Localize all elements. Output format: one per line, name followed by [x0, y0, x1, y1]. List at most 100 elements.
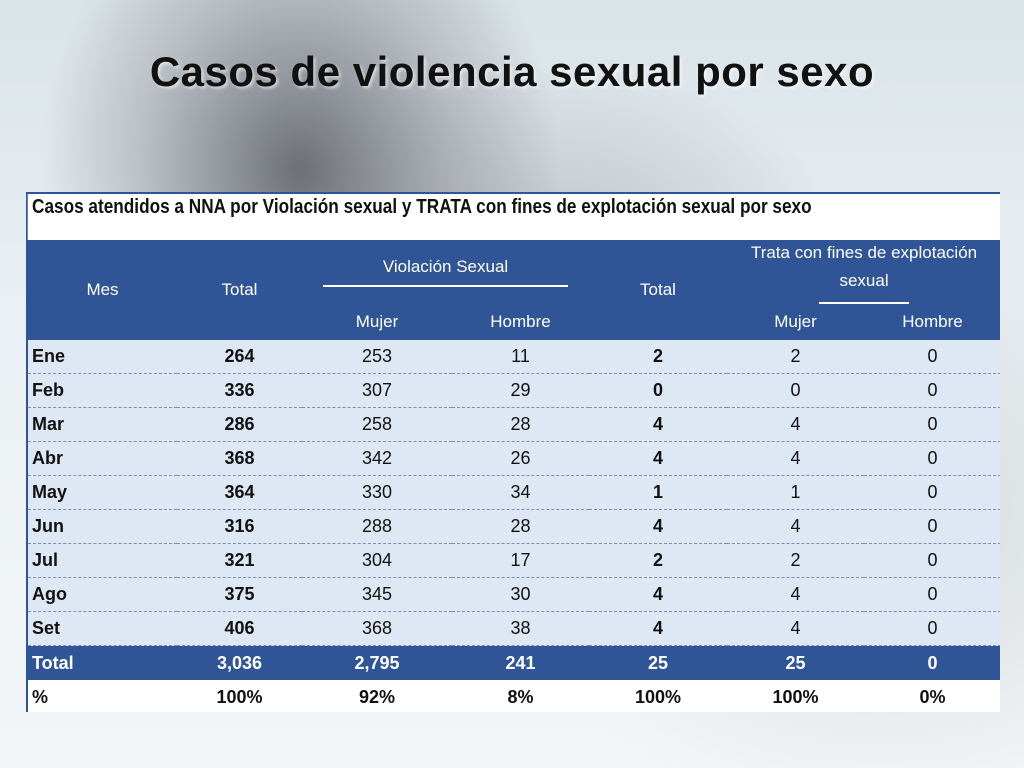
cell-tr-hombre: 0 — [864, 611, 1000, 646]
cell-vs-hombre: 11 — [452, 340, 590, 374]
table-row: Jul 321 304 17 2 2 0 — [26, 543, 1000, 578]
cell-vs-mujer: 345 — [302, 577, 452, 612]
cell-tr-hombre: 0 — [864, 441, 1000, 476]
cell-tr-hombre: 0 — [864, 407, 1000, 442]
cell-tr-mujer: 4 — [727, 577, 865, 612]
cell-tr-hombre: 0 — [864, 577, 1000, 612]
table-caption: Casos atendidos a NNA por Violación sexu… — [26, 192, 1000, 240]
cell-vs-hombre: 30 — [452, 577, 590, 612]
cell-tr-hombre: 0 — [864, 645, 1000, 680]
cell-tr-mujer: 4 — [727, 509, 865, 544]
cell-vs-mujer: 330 — [302, 475, 452, 510]
table-row: Ene 264 253 11 2 2 0 — [26, 340, 1000, 374]
header-total-trata: Total — [589, 240, 728, 340]
header-trata: Trata con fines de explotación sexual — [727, 240, 1000, 304]
table-row: Set 406 368 38 4 4 0 — [26, 611, 1000, 646]
cell-tr-total: 4 — [589, 441, 728, 476]
header-tr-mujer: Mujer — [727, 304, 865, 340]
cell-vs-hombre: 28 — [452, 407, 590, 442]
header-violacion-sexual: Violación Sexual — [302, 240, 590, 304]
cell-total: 364 — [177, 475, 302, 510]
cases-table: Mes Total Violación Sexual Total Trata c… — [26, 240, 1000, 712]
header-tr-hombre: Hombre — [864, 304, 1000, 340]
cell-vs-mujer: 368 — [302, 611, 452, 646]
header-total-violacion: Total — [177, 240, 302, 340]
cell-total: 286 — [177, 407, 302, 442]
cell-total: 100% — [177, 680, 302, 712]
cell-total: 3,036 — [177, 645, 302, 680]
data-table-container: Casos atendidos a NNA por Violación sexu… — [26, 192, 1000, 712]
cell-mes: Jun — [26, 509, 177, 544]
cell-tr-total: 4 — [589, 611, 728, 646]
cell-mes: Total — [26, 645, 177, 680]
cell-mes: Ago — [26, 577, 177, 612]
header-trata-line1: Trata con fines de explotación — [750, 243, 978, 262]
cell-vs-mujer: 304 — [302, 543, 452, 578]
cell-tr-hombre: 0 — [864, 373, 1000, 408]
cell-total: 406 — [177, 611, 302, 646]
table-body: Ene 264 253 11 2 2 0 Feb 336 307 29 0 0 0 Mar 286 258 28 4… — [26, 340, 1000, 712]
header-mes: Mes — [26, 240, 177, 340]
total-row: Total 3,036 2,795 241 25 25 0 — [26, 645, 1000, 680]
cell-tr-total: 0 — [589, 373, 728, 408]
cell-vs-mujer: 258 — [302, 407, 452, 442]
cell-tr-mujer: 2 — [727, 340, 865, 374]
cell-total: 316 — [177, 509, 302, 544]
cell-tr-total: 1 — [589, 475, 728, 510]
cell-vs-mujer: 253 — [302, 340, 452, 374]
cell-tr-mujer: 1 — [727, 475, 865, 510]
cell-vs-mujer: 2,795 — [302, 645, 452, 680]
cell-total: 264 — [177, 340, 302, 374]
cell-mes: Abr — [26, 441, 177, 476]
table-row: Feb 336 307 29 0 0 0 — [26, 373, 1000, 408]
cell-tr-mujer: 0 — [727, 373, 865, 408]
cell-tr-mujer: 25 — [727, 645, 865, 680]
cell-vs-mujer: 342 — [302, 441, 452, 476]
cell-tr-hombre: 0 — [864, 340, 1000, 374]
cell-tr-mujer: 4 — [727, 611, 865, 646]
header-vs-mujer: Mujer — [302, 304, 452, 340]
percent-row: % 100% 92% 8% 100% 100% 0% — [26, 680, 1000, 712]
table-row: Abr 368 342 26 4 4 0 — [26, 441, 1000, 476]
slide-title: Casos de violencia sexual por sexo — [149, 48, 875, 95]
cell-vs-mujer: 288 — [302, 509, 452, 544]
table-row: Mar 286 258 28 4 4 0 — [26, 407, 1000, 442]
cell-tr-mujer: 100% — [727, 680, 865, 712]
cell-vs-hombre: 38 — [452, 611, 590, 646]
cell-mes: % — [26, 680, 177, 712]
header-trata-line2: sexual — [819, 266, 909, 304]
cell-vs-hombre: 28 — [452, 509, 590, 544]
cell-mes: Set — [26, 611, 177, 646]
cell-vs-hombre: 8% — [452, 680, 590, 712]
cell-tr-hombre: 0 — [864, 509, 1000, 544]
table-row: May 364 330 34 1 1 0 — [26, 475, 1000, 510]
cell-mes: May — [26, 475, 177, 510]
header-violacion-label: Violación Sexual — [322, 257, 569, 287]
cell-tr-mujer: 4 — [727, 407, 865, 442]
cell-vs-hombre: 26 — [452, 441, 590, 476]
cell-vs-hombre: 241 — [452, 645, 590, 680]
cell-tr-total: 2 — [589, 543, 728, 578]
cell-tr-hombre: 0 — [864, 543, 1000, 578]
cell-tr-total: 2 — [589, 340, 728, 374]
cell-vs-hombre: 17 — [452, 543, 590, 578]
cell-total: 375 — [177, 577, 302, 612]
cell-vs-mujer: 92% — [302, 680, 452, 712]
cell-mes: Feb — [26, 373, 177, 408]
cell-tr-total: 4 — [589, 407, 728, 442]
cell-tr-mujer: 2 — [727, 543, 865, 578]
cell-tr-total: 25 — [589, 645, 728, 680]
cell-mes: Mar — [26, 407, 177, 442]
cell-vs-hombre: 29 — [452, 373, 590, 408]
cell-tr-hombre: 0 — [864, 475, 1000, 510]
cell-tr-mujer: 4 — [727, 441, 865, 476]
table-row: Ago 375 345 30 4 4 0 — [26, 577, 1000, 612]
cell-vs-mujer: 307 — [302, 373, 452, 408]
cell-tr-total: 100% — [589, 680, 728, 712]
table-row: Jun 316 288 28 4 4 0 — [26, 509, 1000, 544]
header-vs-hombre: Hombre — [452, 304, 590, 340]
cell-tr-total: 4 — [589, 577, 728, 612]
cell-tr-total: 4 — [589, 509, 728, 544]
cell-tr-hombre: 0% — [864, 680, 1000, 712]
cell-mes: Jul — [26, 543, 177, 578]
